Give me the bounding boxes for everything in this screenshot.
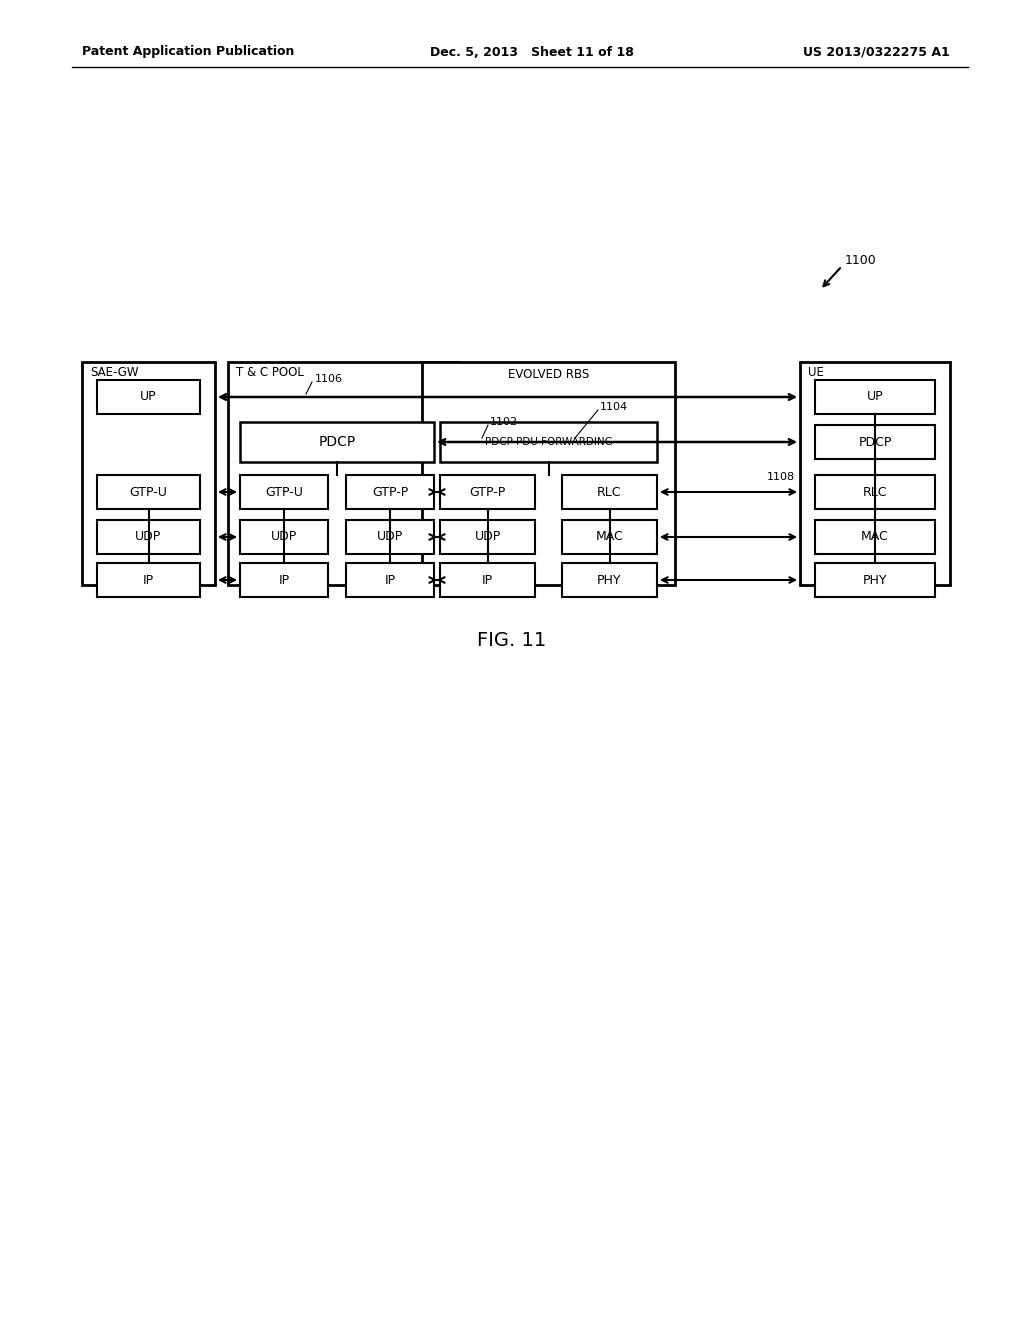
FancyBboxPatch shape bbox=[800, 362, 950, 585]
FancyBboxPatch shape bbox=[440, 564, 535, 597]
Text: UDP: UDP bbox=[271, 531, 297, 544]
FancyBboxPatch shape bbox=[240, 564, 328, 597]
FancyBboxPatch shape bbox=[240, 422, 434, 462]
Text: PDCP: PDCP bbox=[318, 436, 355, 449]
Text: FIG. 11: FIG. 11 bbox=[477, 631, 547, 649]
FancyBboxPatch shape bbox=[346, 520, 434, 554]
Text: PDCP: PDCP bbox=[858, 436, 892, 449]
FancyBboxPatch shape bbox=[97, 564, 200, 597]
Text: UDP: UDP bbox=[377, 531, 403, 544]
FancyBboxPatch shape bbox=[440, 475, 535, 510]
Text: PHY: PHY bbox=[863, 573, 887, 586]
Text: 1102: 1102 bbox=[490, 417, 518, 426]
FancyBboxPatch shape bbox=[440, 422, 657, 462]
Text: Dec. 5, 2013   Sheet 11 of 18: Dec. 5, 2013 Sheet 11 of 18 bbox=[430, 45, 634, 58]
Text: GTP-U: GTP-U bbox=[265, 486, 303, 499]
FancyBboxPatch shape bbox=[97, 520, 200, 554]
Text: UDP: UDP bbox=[135, 531, 162, 544]
Text: SAE-GW: SAE-GW bbox=[90, 366, 138, 379]
FancyBboxPatch shape bbox=[562, 564, 657, 597]
Text: Patent Application Publication: Patent Application Publication bbox=[82, 45, 294, 58]
Text: IP: IP bbox=[482, 573, 494, 586]
FancyBboxPatch shape bbox=[562, 520, 657, 554]
Text: IP: IP bbox=[143, 573, 154, 586]
Text: 1100: 1100 bbox=[845, 253, 877, 267]
Text: MAC: MAC bbox=[596, 531, 624, 544]
Text: UDP: UDP bbox=[474, 531, 501, 544]
Text: PDCP PDU FORWARDING: PDCP PDU FORWARDING bbox=[484, 437, 612, 447]
FancyBboxPatch shape bbox=[240, 475, 328, 510]
FancyBboxPatch shape bbox=[815, 564, 935, 597]
Text: IP: IP bbox=[279, 573, 290, 586]
FancyBboxPatch shape bbox=[346, 475, 434, 510]
FancyBboxPatch shape bbox=[97, 380, 200, 414]
FancyBboxPatch shape bbox=[815, 380, 935, 414]
Text: UP: UP bbox=[866, 391, 884, 404]
FancyBboxPatch shape bbox=[815, 520, 935, 554]
FancyBboxPatch shape bbox=[240, 520, 328, 554]
Text: MAC: MAC bbox=[861, 531, 889, 544]
FancyBboxPatch shape bbox=[422, 362, 675, 585]
FancyBboxPatch shape bbox=[815, 475, 935, 510]
Text: 1108: 1108 bbox=[767, 473, 795, 482]
Text: IP: IP bbox=[384, 573, 395, 586]
Text: GTP-U: GTP-U bbox=[130, 486, 168, 499]
Text: 1106: 1106 bbox=[315, 374, 343, 384]
FancyBboxPatch shape bbox=[346, 564, 434, 597]
Text: GTP-P: GTP-P bbox=[372, 486, 409, 499]
FancyBboxPatch shape bbox=[440, 520, 535, 554]
Text: EVOLVED RBS: EVOLVED RBS bbox=[508, 367, 589, 380]
FancyBboxPatch shape bbox=[562, 475, 657, 510]
Text: PHY: PHY bbox=[597, 573, 622, 586]
Text: T & C POOL: T & C POOL bbox=[236, 366, 304, 379]
Text: GTP-P: GTP-P bbox=[469, 486, 506, 499]
FancyBboxPatch shape bbox=[82, 362, 215, 585]
FancyBboxPatch shape bbox=[228, 362, 460, 585]
Text: RLC: RLC bbox=[597, 486, 622, 499]
FancyBboxPatch shape bbox=[97, 475, 200, 510]
Text: UE: UE bbox=[808, 366, 824, 379]
Text: RLC: RLC bbox=[863, 486, 887, 499]
Text: 1104: 1104 bbox=[600, 403, 628, 412]
Text: US 2013/0322275 A1: US 2013/0322275 A1 bbox=[803, 45, 950, 58]
Text: UP: UP bbox=[140, 391, 157, 404]
FancyBboxPatch shape bbox=[815, 425, 935, 459]
